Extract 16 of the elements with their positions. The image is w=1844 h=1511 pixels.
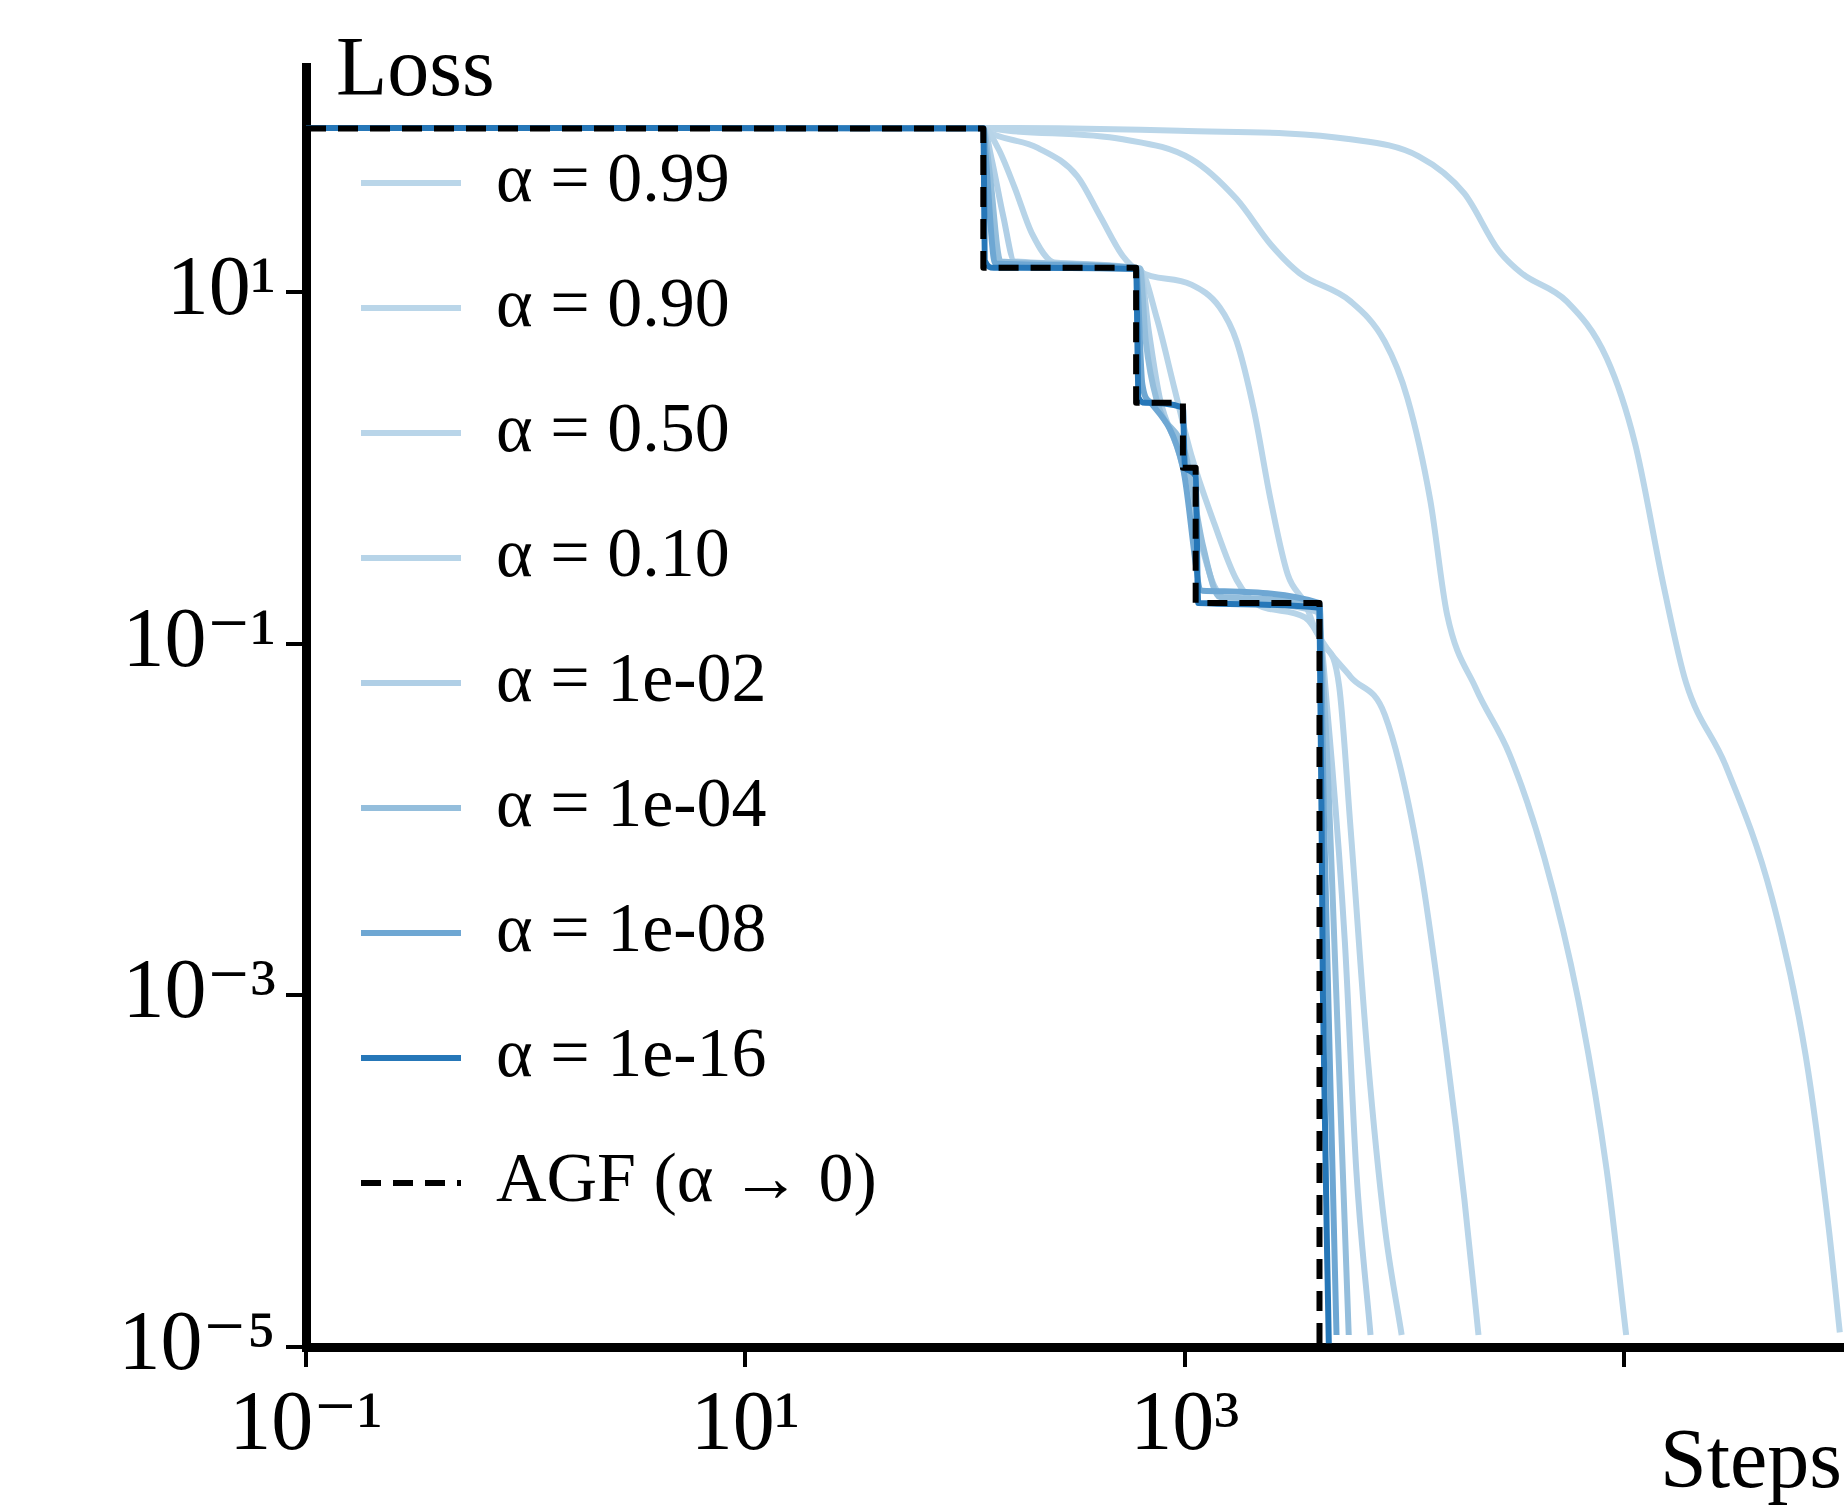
legend-label: α = 1e-02 — [496, 639, 767, 717]
legend-label: α = 1e-04 — [496, 764, 767, 842]
x-tick-label: 10³ — [1130, 1374, 1240, 1468]
legend-label: AGF (α → 0) — [496, 1139, 877, 1217]
legend-label: α = 0.10 — [496, 514, 730, 592]
y-axis-title: Loss — [336, 20, 495, 113]
legend-label: α = 1e-08 — [496, 889, 767, 967]
y-tick-label: 10⁻¹ — [122, 590, 276, 684]
legend-label: α = 0.99 — [496, 139, 730, 217]
y-tick-label: 10⁻³ — [122, 942, 276, 1036]
legend-label: α = 0.50 — [496, 389, 730, 467]
legend-label: α = 1e-16 — [496, 1014, 767, 1092]
x-axis-title: Steps — [1659, 1412, 1842, 1505]
y-tick-label: 10¹ — [166, 238, 276, 332]
x-tick-label: 10¹ — [690, 1374, 801, 1468]
legend-label: α = 0.90 — [496, 264, 730, 342]
